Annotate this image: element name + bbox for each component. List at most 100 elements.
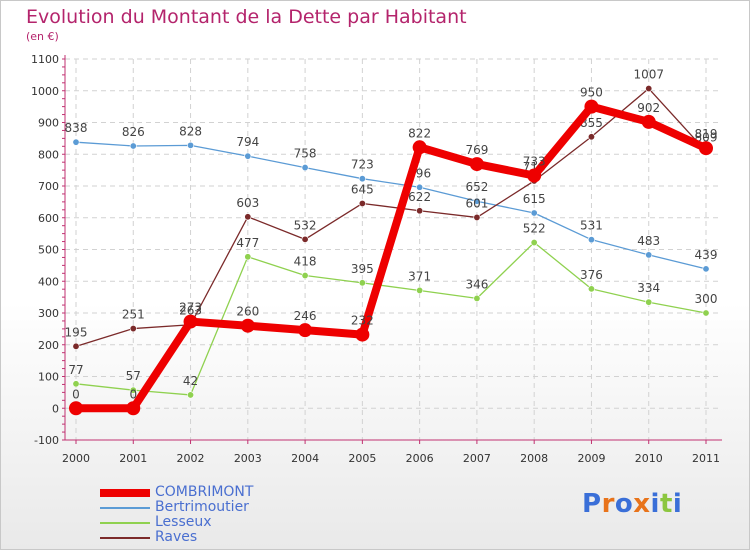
data-point-combrimont (183, 314, 198, 329)
y-tick-label: 1100 (31, 53, 59, 66)
data-label-bertrimoutier: 794 (236, 135, 259, 149)
series-line-bertrimoutier (75, 141, 707, 270)
y-tick-label: 500 (38, 244, 59, 257)
data-point-bertrimoutier (358, 175, 366, 183)
data-label-combrimont: 769 (465, 143, 488, 157)
data-label-combrimont: 246 (294, 309, 317, 323)
y-tick-label: 300 (38, 307, 59, 320)
data-label-lesseux: 418 (294, 255, 317, 269)
data-point-combrimont (527, 168, 542, 183)
data-label-bertrimoutier: 723 (351, 158, 374, 172)
logo-letter: P (582, 489, 602, 519)
data-label-lesseux: 334 (637, 281, 660, 295)
data-label-raves: 603 (236, 196, 259, 210)
x-tick-label: 2009 (577, 452, 605, 465)
y-tick-label: 600 (38, 212, 59, 225)
data-label-combrimont: 260 (236, 305, 259, 319)
data-label-bertrimoutier: 531 (580, 219, 603, 233)
data-label-lesseux: 42 (183, 374, 198, 388)
data-point-raves (72, 342, 80, 350)
data-point-bertrimoutier (473, 197, 481, 205)
x-tick-label: 2003 (234, 452, 262, 465)
data-point-bertrimoutier (244, 152, 252, 160)
data-label-raves: 251 (122, 308, 145, 322)
data-label-bertrimoutier: 652 (465, 180, 488, 194)
data-label-raves: 622 (408, 190, 431, 204)
legend-item-bertrimoutier: Bertrimoutier (100, 500, 249, 515)
data-point-lesseux (530, 239, 538, 247)
data-point-raves (473, 213, 481, 221)
data-label-lesseux: 57 (126, 369, 141, 383)
x-tick-label: 2006 (406, 452, 434, 465)
legend-label: Lesseux (155, 514, 212, 530)
data-point-bertrimoutier (702, 265, 710, 273)
data-label-lesseux: 395 (351, 262, 374, 276)
y-tick-label: 800 (38, 148, 59, 161)
data-label-combrimont: 0 (129, 387, 137, 401)
x-tick-label: 2004 (291, 452, 319, 465)
x-tick-label: 2007 (463, 452, 491, 465)
data-point-combrimont (412, 140, 427, 155)
y-tick-label: 0 (52, 402, 59, 415)
data-label-lesseux: 77 (68, 363, 83, 377)
legend-swatch (100, 488, 150, 497)
x-tick-label: 2001 (119, 452, 147, 465)
data-label-bertrimoutier: 439 (695, 248, 718, 262)
data-label-raves: 645 (351, 182, 374, 196)
data-point-bertrimoutier (416, 183, 424, 191)
y-tick-label: 200 (38, 339, 59, 352)
legend-label: Raves (155, 529, 198, 545)
data-label-combrimont: 0 (72, 387, 80, 401)
series-line-combrimont (72, 102, 710, 413)
legend-label: COMBRIMONT (155, 484, 254, 500)
data-point-raves (645, 85, 653, 93)
data-point-bertrimoutier (72, 138, 80, 146)
data-point-combrimont (240, 318, 255, 333)
logo-letter: r (601, 489, 615, 519)
data-point-lesseux (72, 380, 80, 388)
x-tick-label: 2000 (62, 452, 90, 465)
data-point-bertrimoutier (587, 236, 595, 244)
data-point-combrimont (355, 327, 370, 342)
data-label-lesseux: 371 (408, 269, 431, 283)
data-point-combrimont (298, 323, 313, 338)
data-label-bertrimoutier: 615 (523, 192, 546, 206)
x-tick-label: 2002 (177, 452, 205, 465)
data-point-lesseux (358, 279, 366, 287)
data-point-raves (416, 207, 424, 215)
data-label-combrimont: 232 (351, 314, 374, 328)
x-tick-label: 2010 (635, 452, 663, 465)
data-point-combrimont (699, 141, 713, 156)
data-label-bertrimoutier: 828 (179, 124, 202, 138)
data-label-combrimont: 950 (580, 86, 603, 100)
data-point-bertrimoutier (301, 164, 309, 172)
data-label-bertrimoutier: 838 (65, 121, 88, 135)
data-point-raves (244, 213, 252, 221)
data-point-combrimont (69, 401, 83, 416)
y-tick-label: 1000 (31, 85, 59, 98)
y-tick-label: 400 (38, 275, 59, 288)
data-label-lesseux: 376 (580, 268, 603, 282)
legend-item-raves: Raves (100, 530, 197, 545)
data-label-raves: 809 (695, 130, 718, 144)
data-point-combrimont (584, 99, 599, 114)
legend-item-lesseux: Lesseux (100, 515, 212, 530)
data-label-lesseux: 522 (523, 222, 546, 236)
y-tick-label: 100 (38, 371, 59, 384)
data-point-raves (587, 133, 595, 141)
data-point-raves (129, 325, 137, 333)
logo-letter: i (672, 489, 683, 519)
data-point-raves (301, 235, 309, 243)
data-point-lesseux (301, 272, 309, 280)
x-tick-label: 2008 (520, 452, 548, 465)
data-point-bertrimoutier (129, 142, 137, 150)
x-tick-label: 2011 (692, 452, 720, 465)
data-point-lesseux (473, 294, 481, 302)
legend-swatch (100, 536, 150, 539)
legend-swatch (100, 506, 150, 509)
y-tick-label: -100 (34, 434, 59, 447)
legend-swatch (100, 521, 150, 524)
data-label-bertrimoutier: 758 (294, 147, 317, 161)
logo-letter: t (659, 489, 673, 519)
